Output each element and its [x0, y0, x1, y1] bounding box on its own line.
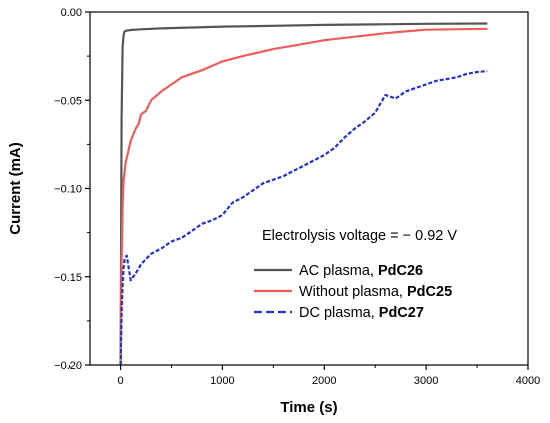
x-tick-label: 4000	[516, 375, 540, 387]
series-line-pdc26	[119, 22, 488, 365]
legend-label-text: Without plasma,	[299, 284, 407, 300]
legend: AC plasma, PdC26 Without plasma, PdC25 DC …	[254, 263, 452, 321]
x-tick-label: 1000	[210, 375, 234, 387]
y-tick-label: −0.20	[54, 360, 82, 372]
tick-layer: 0 1000 2000 3000 4000 0.00 −0.05 −0.10 −0.15 −0.2…	[54, 7, 540, 387]
y-tick-label: 0.00	[61, 7, 82, 19]
x-tick-label: 2000	[312, 375, 336, 387]
legend-label-bold: PdC26	[378, 263, 423, 279]
y-axis-label: Current (mA)	[7, 142, 24, 235]
legend-label-bold: PdC25	[407, 284, 452, 300]
series-layer	[119, 22, 488, 365]
x-axis-label: Time (s)	[280, 399, 337, 416]
series-line-pdc25	[119, 27, 488, 365]
y-tick-label: −0.10	[54, 184, 82, 196]
legend-label: DC plasma, PdC27	[299, 305, 424, 321]
y-tick-label: −0.15	[54, 272, 82, 284]
voltage-annotation: Electrolysis voltage = − 0.92 V	[262, 228, 457, 244]
y-tick-label: −0.05	[54, 95, 82, 107]
legend-label-bold: PdC27	[379, 305, 424, 321]
legend-label-text: DC plasma,	[299, 305, 379, 321]
x-tick-label: 0	[117, 375, 123, 387]
legend-label: Without plasma, PdC25	[299, 284, 452, 300]
legend-label-text: AC plasma,	[299, 263, 378, 279]
legend-label: AC plasma, PdC26	[299, 263, 423, 279]
x-tick-label: 3000	[414, 375, 438, 387]
series-line-pdc27	[119, 70, 488, 365]
